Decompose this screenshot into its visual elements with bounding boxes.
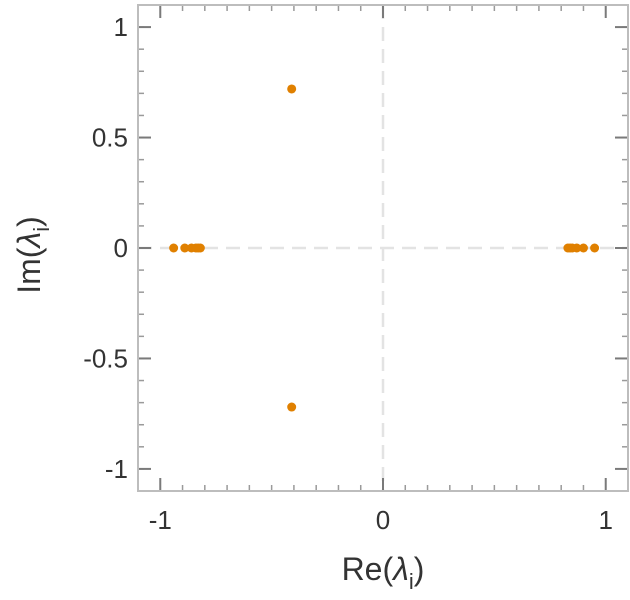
y-tick-label: -1 [105,454,128,484]
x-tick-label: 0 [376,505,390,535]
plot-frame [137,4,629,492]
y-tick-label: 0.5 [92,123,128,153]
y-tick-label: -0.5 [83,343,128,373]
y-axis-label-prefix: Im( [11,247,47,294]
y-axis-label: Im(λi) [11,216,54,294]
data-point [572,243,582,253]
y-axis-label-symbol: λ [11,232,47,250]
y-tick-labels: -1 -0.5 0 0.5 1 [83,12,128,484]
y-axis-label-sub: i [29,227,54,232]
x-tick-label: 1 [598,505,612,535]
data-point [590,243,600,253]
y-axis-label-suffix: ) [11,216,47,227]
x-axis-label-suffix: ) [414,551,425,587]
zero-lines [138,5,628,491]
major-ticks [138,5,628,491]
data-point [180,243,190,253]
data-point [287,84,297,94]
y-tick-label: 1 [114,12,128,42]
x-tick-labels: -1 0 1 [149,505,613,535]
data-point [169,243,179,253]
data-point [578,243,588,253]
x-tick-label: -1 [149,505,172,535]
x-axis-label: Re(λi) [342,551,425,594]
x-axis-label-sub: i [409,569,414,594]
y-tick-label: 0 [114,233,128,263]
x-axis-label-symbol: λ [391,551,409,587]
x-axis-label-prefix: Re( [342,551,394,587]
data-point [195,243,205,253]
data-point [287,402,297,412]
data-points [169,84,600,412]
